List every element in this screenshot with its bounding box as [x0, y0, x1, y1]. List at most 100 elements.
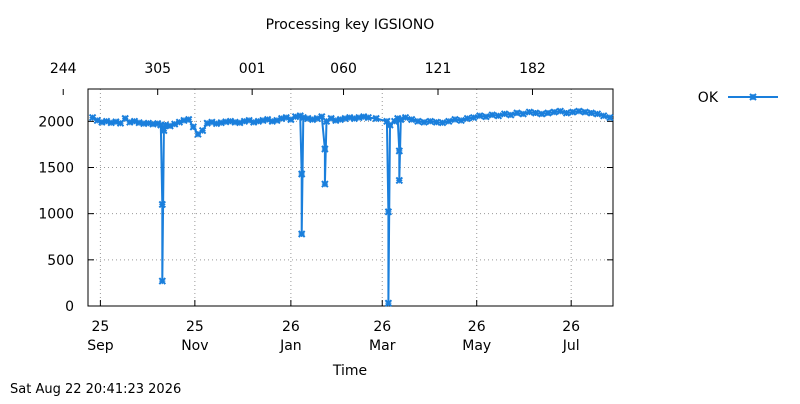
timestamp: Sat Aug 22 20:41:23 2026: [10, 382, 182, 397]
y-tick-label: 500: [47, 253, 74, 269]
point-marker-cross: [159, 278, 166, 285]
data-point: [432, 118, 441, 126]
data-point: [562, 109, 571, 117]
point-marker-cross: [532, 110, 539, 116]
chart-title: Processing key IGSIONO: [266, 17, 435, 33]
y-tick-label: 1500: [38, 160, 74, 176]
data-point: [445, 117, 453, 126]
point-marker-cross: [356, 114, 362, 121]
point-marker-cross: [421, 119, 428, 126]
data-point: [322, 117, 331, 126]
data-point: [426, 117, 435, 126]
data-point: [395, 176, 404, 185]
point-marker-cross: [117, 120, 124, 127]
data-point: [587, 109, 596, 117]
data-point: [401, 113, 410, 122]
point-marker-cross: [408, 116, 415, 123]
data-point: [414, 117, 422, 126]
data-point: [538, 110, 546, 118]
point-marker-cross: [145, 120, 152, 127]
x-tick-label-day: 26: [562, 319, 580, 335]
data-point: [259, 116, 267, 125]
data-point: [321, 145, 329, 153]
point-marker-cross: [300, 114, 307, 121]
data-point: [299, 113, 308, 122]
data-point: [395, 147, 404, 155]
x2-tick-label: 182: [519, 61, 546, 77]
data-point: [457, 116, 465, 125]
axis-ticks: 0 500 1000 1500 2000 25 Sep 25 Nov 26 Jan 26 Mar 26 Ma…: [38, 61, 613, 354]
point-marker-cross: [514, 110, 520, 116]
point-marker-cross: [588, 110, 595, 116]
x2-tick-label: 121: [425, 61, 452, 77]
data-point: [438, 118, 447, 127]
x-tick-label-month: Sep: [87, 338, 114, 354]
point-marker-cross: [569, 109, 576, 116]
data-point: [463, 114, 472, 123]
data-point: [525, 108, 534, 116]
point-marker-cross: [600, 112, 607, 119]
data-point: [189, 123, 198, 131]
point-marker-cross: [606, 114, 613, 121]
point-marker-cross: [427, 118, 434, 125]
data-point: [550, 108, 558, 116]
point-marker-cross: [136, 119, 143, 126]
data-point: [556, 107, 565, 115]
data-point: [494, 112, 503, 120]
point-marker-cross: [483, 113, 489, 120]
point-marker-cross: [298, 231, 305, 237]
point-marker-cross: [321, 181, 328, 188]
x-tick-label-day: 26: [468, 319, 486, 335]
point-marker-cross: [452, 116, 458, 123]
point-marker-cross: [445, 118, 452, 125]
y-tick-label: 1000: [38, 207, 74, 223]
point-marker-cross: [162, 122, 169, 128]
data-point: [364, 113, 373, 122]
point-marker-cross: [342, 115, 349, 122]
data-point: [593, 110, 602, 118]
data-point: [531, 109, 540, 117]
data-point: [507, 111, 515, 119]
point-marker-cross: [365, 114, 372, 121]
point-marker-cross: [278, 115, 285, 122]
legend-marker-cross: [750, 94, 756, 100]
data-point: [384, 208, 393, 216]
data-point: [184, 115, 193, 124]
data-point: [451, 115, 459, 124]
point-marker-cross: [160, 127, 167, 134]
point-marker-cross: [385, 208, 392, 215]
point-marker-cross: [241, 118, 248, 125]
data-point: [160, 126, 168, 135]
data-point: [575, 107, 583, 115]
point-marker-cross: [185, 116, 192, 123]
data-point: [158, 277, 167, 285]
point-marker-cross: [126, 119, 133, 126]
point-marker-cross: [360, 113, 367, 120]
grid-lines: [88, 89, 613, 306]
point-marker-cross: [507, 111, 514, 118]
point-marker-cross: [433, 119, 440, 126]
point-marker-cross: [98, 119, 105, 126]
x-tick-label-month: Mar: [369, 338, 396, 354]
point-marker-cross: [108, 119, 115, 126]
series-ok: [88, 107, 614, 307]
x-tick-label-day: 25: [186, 319, 204, 335]
data-point: [482, 112, 490, 121]
point-marker-cross: [489, 111, 496, 118]
data-point: [420, 118, 428, 126]
point-marker-cross: [199, 127, 206, 134]
point-marker-cross: [298, 171, 305, 177]
x-tick-label-day: 25: [91, 319, 109, 335]
point-marker-cross: [526, 109, 533, 116]
point-marker-cross: [227, 118, 234, 125]
point-marker-cross: [346, 114, 353, 121]
x-tick-label-month: Jan: [279, 338, 302, 354]
point-marker-cross: [159, 201, 166, 208]
point-marker-cross: [250, 119, 257, 126]
point-marker-cross: [190, 123, 197, 130]
point-marker-cross: [557, 108, 564, 115]
series-line: [92, 110, 611, 305]
point-marker-cross: [213, 120, 220, 127]
data-point: [581, 108, 589, 116]
